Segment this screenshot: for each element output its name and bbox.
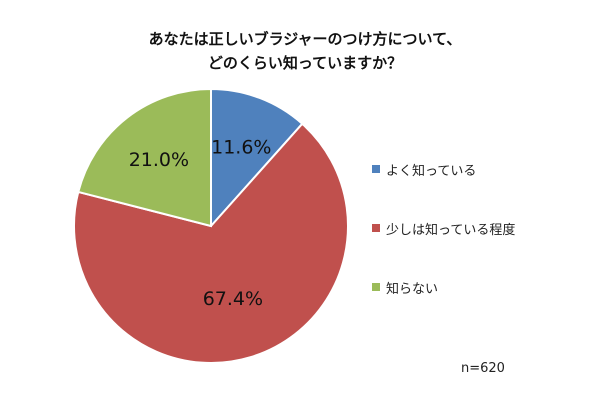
pie-data-label-unknown: 21.0% bbox=[129, 149, 189, 171]
pie-slices bbox=[73, 87, 349, 364]
legend-label-well-known: よく知っている bbox=[386, 164, 477, 179]
legend-swatch-unknown bbox=[372, 283, 380, 291]
pie-slice-unknown bbox=[77, 87, 212, 228]
pie-slice-somewhat-known bbox=[73, 122, 349, 364]
chart-title-line-2: どのくらい知っていますか？ bbox=[207, 54, 403, 72]
legend-label-unknown: 知らない bbox=[386, 282, 439, 297]
legend-swatch-well-known bbox=[372, 165, 380, 173]
pie-slice-well-known bbox=[210, 87, 304, 229]
sample-size-note: n=620 bbox=[461, 361, 505, 376]
legend-label-somewhat-known: 少しは知っている程度 bbox=[386, 223, 516, 238]
pie-data-labels: 11.6% 67.4% 21.0% bbox=[129, 137, 272, 311]
chart-title: あなたは正しいブラジャーのつけ方について、 どのくらい知っていますか？ bbox=[0, 27, 610, 75]
legend-swatch-somewhat-known bbox=[372, 224, 380, 232]
chart-title-line-1: あなたは正しいブラジャーのつけ方について、 bbox=[148, 30, 462, 48]
pie-data-label-somewhat-known: 67.4% bbox=[203, 288, 263, 310]
pie-data-label-well-known: 11.6% bbox=[211, 137, 271, 159]
